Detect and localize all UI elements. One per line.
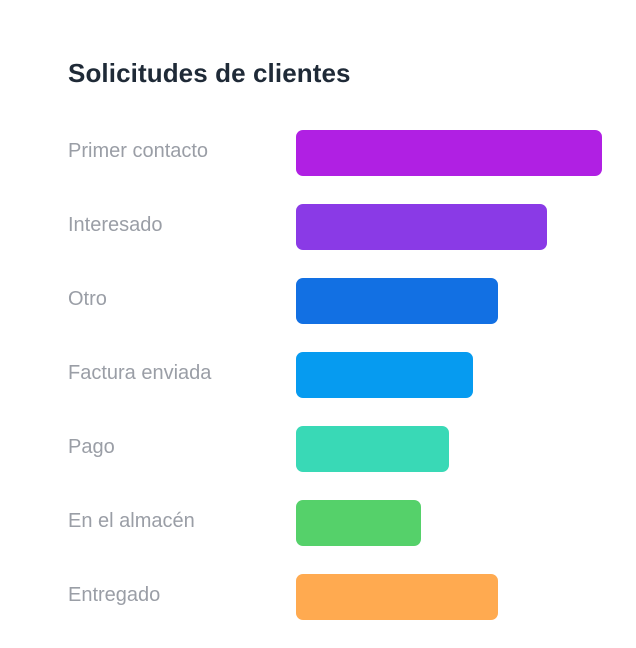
bar-row: Otro	[0, 278, 636, 324]
chart-title: Solicitudes de clientes	[68, 58, 351, 88]
category-label: Factura enviada	[68, 362, 212, 384]
bar-row: Primer contacto	[0, 130, 636, 176]
category-label: En el almacén	[68, 510, 195, 532]
bar	[296, 426, 449, 472]
bar-row: Factura enviada	[0, 352, 636, 398]
bar-row: Entregado	[0, 574, 636, 620]
category-label: Primer contacto	[68, 140, 209, 162]
category-label: Pago	[68, 436, 115, 458]
bar	[296, 574, 498, 620]
category-label: Otro	[68, 288, 107, 310]
bar	[296, 204, 547, 250]
bar-row: Pago	[0, 426, 636, 472]
category-label: Interesado	[68, 214, 163, 236]
category-label: Entregado	[68, 584, 161, 606]
bar	[296, 352, 473, 398]
bar	[296, 130, 602, 176]
bar-row: En el almacén	[0, 500, 636, 546]
bar	[296, 500, 421, 546]
bar	[296, 278, 498, 324]
bar-row: Interesado	[0, 204, 636, 250]
